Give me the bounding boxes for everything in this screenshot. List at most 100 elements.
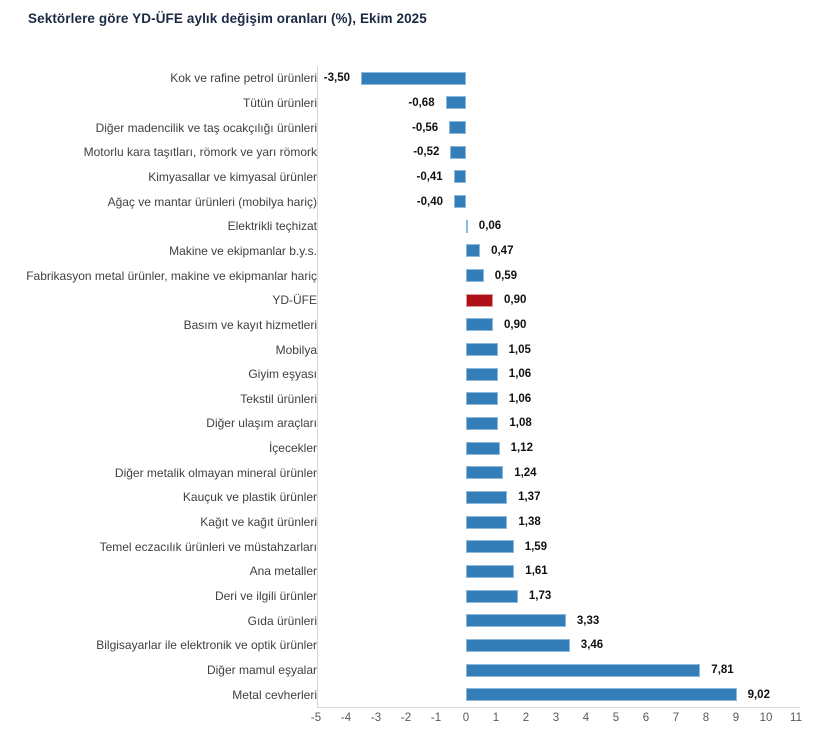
- bar[interactable]: [466, 614, 566, 628]
- x-axis-tick-label: 2: [522, 712, 530, 724]
- category-label: Kağıt ve kağıt ürünleri: [200, 515, 317, 530]
- bar-value-label: 1,38: [518, 516, 541, 529]
- x-axis-tick-label: -1: [430, 712, 442, 724]
- bar-value-label: 1,59: [524, 540, 548, 553]
- bar-value-label: 0,59: [494, 269, 518, 282]
- bar[interactable]: [449, 121, 466, 135]
- category-label: Metal cevherleri: [232, 687, 317, 702]
- bar[interactable]: [466, 564, 515, 578]
- chart-title: Sektörlere göre YD-ÜFE aylık değişim ora…: [28, 11, 427, 26]
- x-axis-tick-label: 5: [612, 712, 620, 724]
- bar[interactable]: [361, 71, 466, 85]
- category-label: Elektrikli teçhizat: [227, 219, 317, 234]
- category-label: Mobilya: [275, 342, 317, 357]
- bar-value-label: -0,68: [408, 96, 435, 109]
- category-label: YD-ÜFE: [272, 293, 317, 308]
- category-label: Kimyasallar ve kimyasal ürünler: [148, 169, 317, 184]
- category-label: Temel eczacılık ürünleri ve müstahzarlar…: [99, 539, 317, 554]
- category-label: Tekstil ürünleri: [240, 391, 317, 406]
- category-label: Deri ve ilgili ürünler: [214, 589, 317, 604]
- bar[interactable]: [466, 540, 514, 554]
- bar-value-label: 3,46: [580, 639, 604, 652]
- category-label: Makine ve ekipmanlar b.y.s.: [169, 243, 317, 258]
- bar[interactable]: [453, 170, 466, 184]
- x-axis-tick-label: 0: [462, 712, 470, 724]
- bar[interactable]: [466, 515, 508, 529]
- x-axis-tick-label: -2: [400, 712, 412, 724]
- bar-value-label: 1,73: [528, 590, 552, 603]
- bar-value-label: -0,40: [416, 195, 443, 208]
- bar-value-label: 1,06: [508, 368, 532, 381]
- category-label: Diğer ulaşım araçları: [206, 416, 317, 431]
- category-label: Kauçuk ve plastik ürünler: [182, 490, 317, 505]
- category-label: Giyim eşyası: [248, 367, 317, 382]
- bar-value-label: 1,08: [509, 417, 532, 430]
- bar-value-label: 1,24: [514, 466, 537, 479]
- category-label: Diğer metalik olmayan mineral ürünler: [114, 465, 317, 480]
- x-axis-tick-label: 10: [759, 712, 773, 724]
- bar-value-label: 7,81: [711, 664, 734, 677]
- category-label: Gıda ürünleri: [247, 613, 317, 628]
- x-axis-tick-label: 1: [492, 712, 500, 724]
- x-axis-tick-label: 9: [732, 712, 740, 724]
- bar[interactable]: [466, 343, 498, 357]
- category-label: Motorlu kara taşıtları, römork ve yarı r…: [83, 145, 317, 160]
- category-label: Diğer madencilik ve taş ocakçılığı ürünl…: [95, 120, 317, 135]
- bar[interactable]: [466, 219, 468, 233]
- bar-value-label: 0,06: [478, 220, 502, 233]
- category-label: Tütün ürünleri: [242, 95, 317, 110]
- bar[interactable]: [466, 663, 701, 677]
- bar[interactable]: [466, 318, 493, 332]
- bar[interactable]: [466, 688, 737, 702]
- category-label: Bilgisayarlar ile elektronik ve optik ür…: [96, 638, 317, 653]
- x-axis-tick-label: 4: [582, 712, 590, 724]
- bar-value-label: 0,47: [491, 244, 514, 257]
- bar[interactable]: [466, 466, 504, 480]
- x-axis-tick-label: 8: [702, 712, 710, 724]
- category-label: Diğer mamul eşyalar: [206, 663, 317, 678]
- bar[interactable]: [466, 244, 481, 258]
- category-label: İçecekler: [268, 441, 317, 456]
- x-axis-line: [317, 707, 800, 708]
- bar[interactable]: [466, 392, 498, 406]
- category-label: Kok ve rafine petrol ürünleri: [170, 71, 317, 86]
- bar-value-label: 3,33: [576, 614, 600, 627]
- bar-highlight-yd-ufe[interactable]: [466, 293, 493, 307]
- bar[interactable]: [466, 269, 484, 283]
- bar-value-label: 0,90: [504, 294, 527, 307]
- bar-value-label: 0,90: [504, 318, 527, 331]
- x-axis-tick-label: 7: [672, 712, 680, 724]
- x-axis-tick-label: -5: [310, 712, 322, 724]
- category-label: Basım ve kayıt hizmetleri: [183, 317, 317, 332]
- x-axis-tick-label: 6: [642, 712, 650, 724]
- x-axis-tick-label: -3: [370, 712, 382, 724]
- category-label: Ağaç ve mantar ürünleri (mobilya hariç): [107, 194, 317, 209]
- bar[interactable]: [454, 195, 466, 209]
- y-axis-line: [317, 66, 318, 707]
- category-label: Ana metaller: [249, 564, 317, 579]
- x-axis-tick-label: 3: [552, 712, 560, 724]
- bar-value-label: 1,61: [525, 565, 548, 578]
- x-axis-tick-label: 11: [790, 712, 802, 724]
- bar-value-label: 9,02: [747, 688, 770, 701]
- bar-value-label: -0,41: [416, 170, 443, 183]
- bar[interactable]: [466, 589, 518, 603]
- bar-value-label: -0,52: [413, 146, 440, 159]
- bar-value-label: 1,05: [508, 343, 531, 356]
- bar[interactable]: [466, 638, 570, 652]
- bar[interactable]: [466, 441, 500, 455]
- category-label: Fabrikasyon metal ürünler, makine ve eki…: [26, 268, 317, 283]
- bar-value-label: 1,06: [508, 392, 532, 405]
- bar-value-label: -3,50: [323, 72, 350, 85]
- bar-value-label: 1,37: [518, 491, 541, 504]
- bar[interactable]: [445, 96, 466, 110]
- bar-value-label: 1,12: [510, 442, 533, 455]
- bar[interactable]: [466, 490, 508, 504]
- bar[interactable]: [466, 367, 498, 381]
- x-axis-tick-label: -4: [340, 712, 352, 724]
- bar[interactable]: [450, 145, 466, 159]
- bar-value-label: -0,56: [411, 121, 439, 134]
- bar[interactable]: [466, 416, 499, 430]
